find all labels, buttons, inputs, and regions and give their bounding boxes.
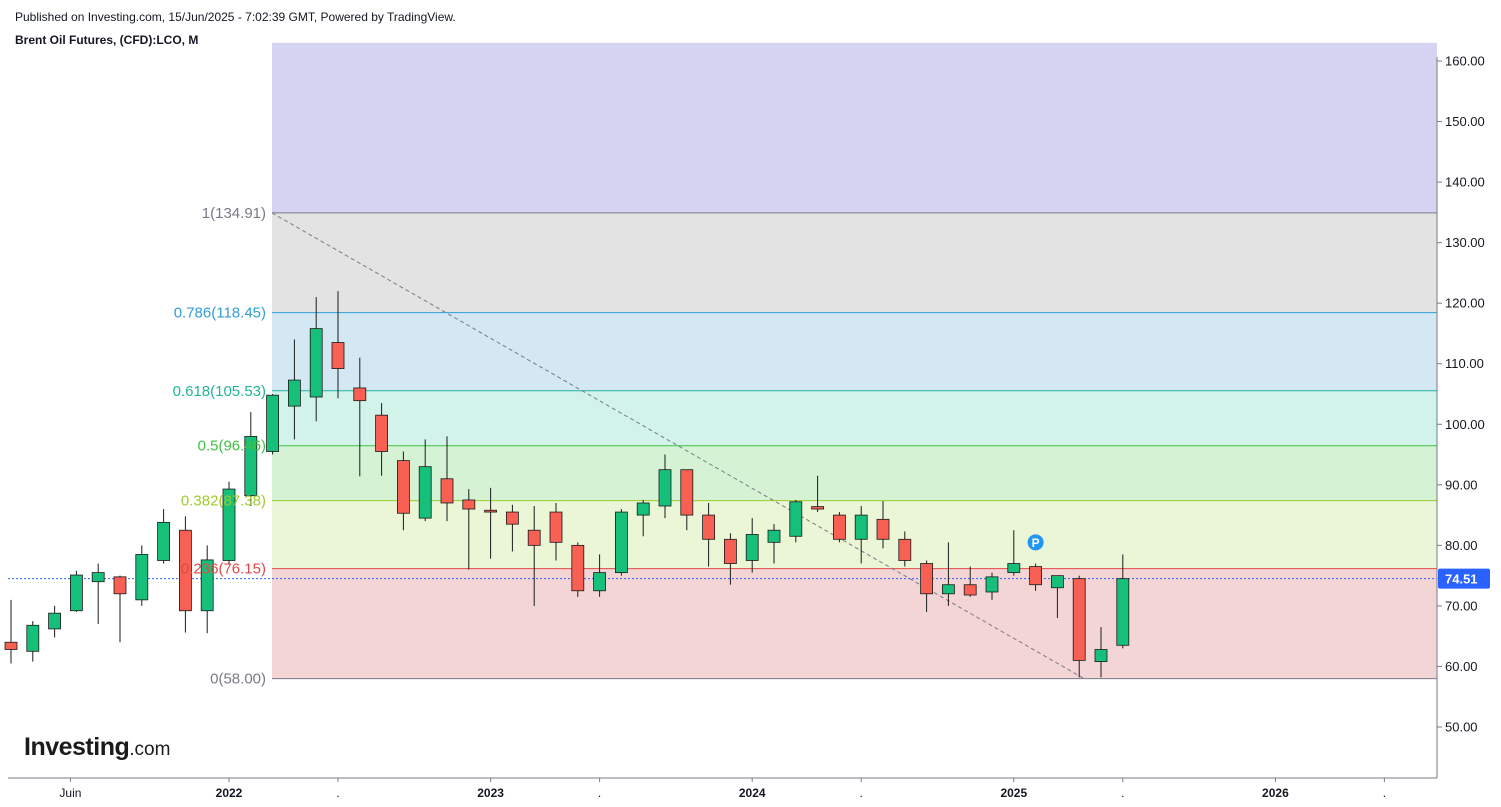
y-axis-tick-label: 90.00 <box>1445 477 1478 492</box>
candle-body[interactable] <box>658 469 672 507</box>
candle-body[interactable] <box>178 529 192 612</box>
candle-body[interactable] <box>418 466 432 519</box>
x-axis-tick-label: . <box>336 786 339 800</box>
candle-body[interactable] <box>1007 563 1021 574</box>
x-axis-tick-label: 2024 <box>739 786 766 800</box>
candle-body[interactable] <box>331 342 345 369</box>
candle-body[interactable] <box>222 488 236 561</box>
candle-body[interactable] <box>70 574 83 612</box>
fib-zone <box>272 500 1437 569</box>
fib-zone <box>272 568 1437 679</box>
candle-body[interactable] <box>505 511 519 525</box>
candle-body[interactable] <box>1094 649 1108 663</box>
candle-body[interactable] <box>1051 575 1064 589</box>
candle-body[interactable] <box>266 394 280 452</box>
fib-level-label: 0.618(105.53) <box>173 383 266 400</box>
candle-body[interactable] <box>811 506 824 510</box>
candle-body[interactable] <box>920 563 933 595</box>
event-marker-label: P <box>1032 536 1040 550</box>
candle-body[interactable] <box>789 501 803 537</box>
candle-body[interactable] <box>876 518 890 540</box>
candle-body[interactable] <box>353 387 367 402</box>
x-axis-tick-label: . <box>1121 786 1124 800</box>
candle-body[interactable] <box>680 469 694 516</box>
candle-body[interactable] <box>26 624 40 652</box>
candle-body[interactable] <box>898 538 912 561</box>
candle-body[interactable] <box>244 435 258 497</box>
fib-level-label: 0(58.00) <box>210 671 266 688</box>
x-axis-tick-label: 2022 <box>216 786 243 800</box>
x-axis-tick-label: . <box>1383 786 1386 800</box>
fib-zone <box>272 212 1437 313</box>
candle-body[interactable] <box>942 584 955 595</box>
fib-zone <box>272 312 1437 391</box>
y-axis-tick-label: 50.00 <box>1445 720 1478 735</box>
y-axis-tick-label: 110.00 <box>1445 356 1484 371</box>
event-marker-icon[interactable] <box>1027 534 1044 551</box>
fib-zone <box>272 390 1437 446</box>
fib-extension-zone <box>272 42 1437 213</box>
candle-body[interactable] <box>48 612 61 630</box>
candle-body[interactable] <box>724 538 737 564</box>
candle-body[interactable] <box>135 554 149 601</box>
x-axis-tick-label: 2026 <box>1262 786 1289 800</box>
investing-logo: Investing.com <box>24 733 171 761</box>
candle-body[interactable] <box>767 529 781 543</box>
y-axis-tick-label: 100.00 <box>1445 417 1485 432</box>
candle-body[interactable] <box>702 514 715 540</box>
y-axis-tick-label: 80.00 <box>1445 538 1478 553</box>
x-axis-tick-label: Juin <box>59 786 81 800</box>
candle-body[interactable] <box>91 572 105 583</box>
x-axis-tick-label: . <box>598 786 601 800</box>
x-axis-tick-label: 2025 <box>1000 786 1027 800</box>
candle-body[interactable] <box>4 641 18 650</box>
candle-body[interactable] <box>527 529 541 546</box>
candle-body[interactable] <box>375 414 389 452</box>
current-price-label: 74.51 <box>1445 572 1478 587</box>
candle-body[interactable] <box>287 379 301 407</box>
candle-body[interactable] <box>745 534 759 561</box>
candle-body[interactable] <box>309 328 323 398</box>
y-axis-tick-label: 140.00 <box>1445 175 1485 190</box>
candle-body[interactable] <box>200 559 214 612</box>
candle-body[interactable] <box>440 478 454 504</box>
fib-level-label: 0.382(87.38) <box>181 493 266 510</box>
candle-body[interactable] <box>484 509 498 513</box>
published-note: Published on Investing.com, 15/Jun/2025 … <box>15 10 456 24</box>
x-axis-tick-label: . <box>860 786 863 800</box>
fib-level-label: 1(134.91) <box>202 205 266 222</box>
candle-body[interactable] <box>636 502 650 516</box>
y-axis-tick-label: 70.00 <box>1445 598 1478 613</box>
candle-body[interactable] <box>615 511 628 574</box>
candle-body[interactable] <box>1116 578 1130 646</box>
y-axis-tick-label: 150.00 <box>1445 114 1485 129</box>
fib-level-label: 0.5(96.46) <box>198 438 266 455</box>
candle-body[interactable] <box>854 514 868 540</box>
y-axis-tick-label: 130.00 <box>1445 235 1485 250</box>
fib-level-label: 0.786(118.45) <box>174 305 266 322</box>
instrument-title: Brent Oil Futures, (CFD):LCO, M <box>15 33 199 47</box>
fib-level-label: 0.236(76.15) <box>181 561 266 578</box>
candle-body[interactable] <box>833 514 846 540</box>
candle-body[interactable] <box>985 576 999 593</box>
candle-body[interactable] <box>396 460 410 514</box>
candle-body[interactable] <box>549 511 563 543</box>
candle-body[interactable] <box>1072 578 1086 661</box>
candle-body[interactable] <box>571 544 585 592</box>
y-axis-tick-label: 120.00 <box>1445 296 1485 311</box>
y-axis-tick-label: 60.00 <box>1445 659 1478 674</box>
candle-body[interactable] <box>462 499 476 510</box>
y-axis-tick-label: 160.00 <box>1445 54 1485 69</box>
candle-body[interactable] <box>593 572 606 592</box>
candle-body[interactable] <box>1029 566 1042 586</box>
fib-zone <box>272 445 1437 501</box>
candle-body[interactable] <box>157 521 171 561</box>
candle-body[interactable] <box>113 576 127 595</box>
x-axis-tick-label: 2023 <box>477 786 504 800</box>
current-price-badge <box>1438 568 1490 589</box>
candle-body[interactable] <box>963 584 977 596</box>
